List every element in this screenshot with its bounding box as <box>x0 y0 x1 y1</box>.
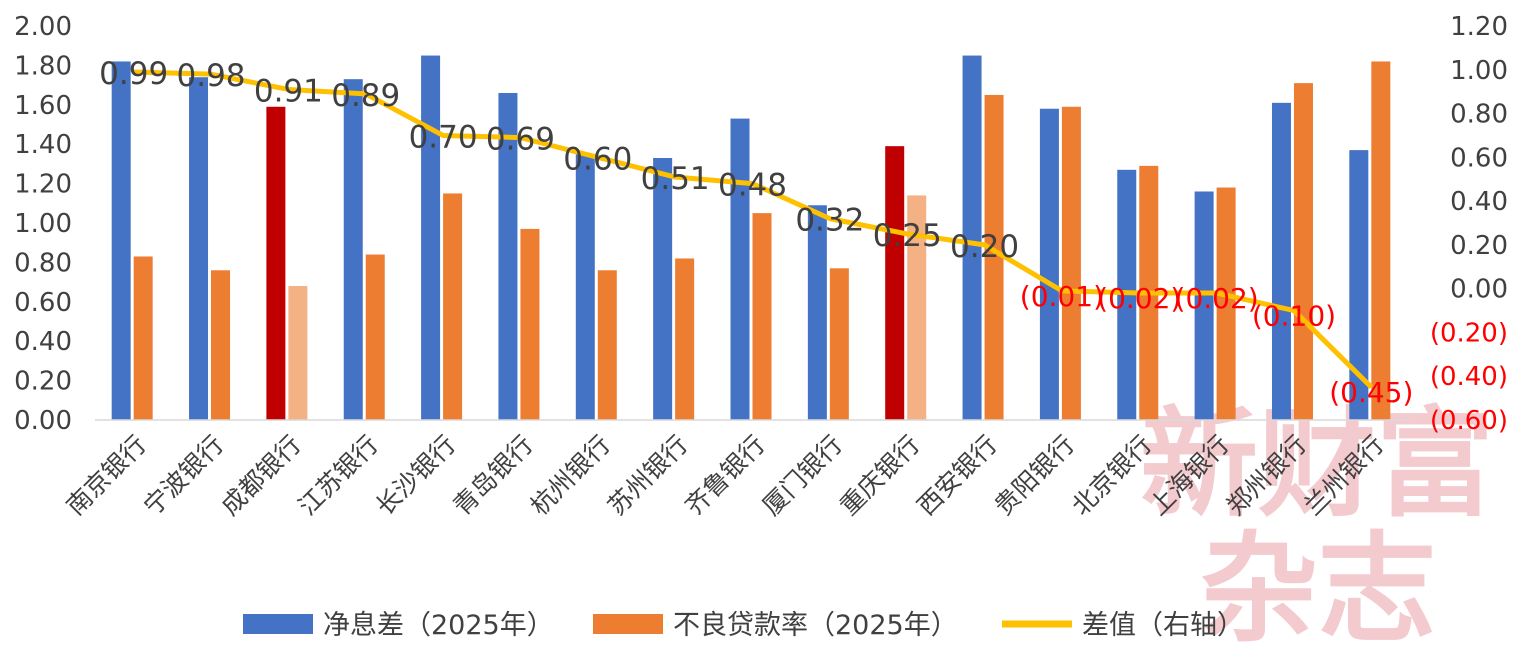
bar-net-interest-margin <box>498 92 518 420</box>
y-left-tick-label: 1.40 <box>14 130 72 160</box>
bar-npl-ratio <box>1293 83 1313 420</box>
bar-npl-ratio <box>133 256 153 420</box>
y-right-tick-label: 0.80 <box>1450 100 1508 130</box>
bar-net-interest-margin <box>575 154 595 421</box>
y-right-tick-label: (0.60) <box>1430 406 1508 436</box>
y-left-tick-label: 0.60 <box>14 288 72 318</box>
bar-npl-ratio <box>752 213 772 420</box>
legend-swatch-npl-ratio <box>593 614 663 634</box>
difference-data-label: 0.60 <box>563 141 632 177</box>
y-right-tick-label: (0.20) <box>1430 318 1508 348</box>
x-category-label: 杭州银行 <box>525 430 616 521</box>
bar-net-interest-margin <box>730 118 750 420</box>
y-right-tick-label: (0.40) <box>1430 362 1508 392</box>
x-category-label: 南京银行 <box>61 430 152 521</box>
difference-data-label: 0.32 <box>795 203 864 239</box>
difference-data-label: (0.10) <box>1252 300 1336 333</box>
x-category-label: 西安银行 <box>912 430 1003 521</box>
y-right-tick-label: 0.60 <box>1450 143 1508 173</box>
bar-net-interest-margin <box>1039 108 1059 421</box>
x-category-label: 江苏银行 <box>293 430 384 521</box>
difference-data-label: (0.45) <box>1329 376 1413 409</box>
x-category-label: 重庆银行 <box>834 430 925 521</box>
bar-net-interest-margin <box>1349 150 1369 421</box>
difference-data-label: 0.99 <box>99 56 168 92</box>
y-left-tick-label: 0.00 <box>14 406 72 436</box>
bar-net-interest-margin <box>111 61 131 421</box>
y-left-tick-label: 1.20 <box>14 170 72 200</box>
bar-npl-ratio <box>984 94 1004 420</box>
bar-net-interest-margin <box>189 77 209 420</box>
bar-npl-ratio <box>1061 106 1081 421</box>
legend: 净息差（2025年） 不良贷款率（2025年） 差值（右轴） <box>243 610 1244 641</box>
bar-net-interest-margin <box>421 55 441 421</box>
y-right-tick-label: 0.20 <box>1450 231 1508 261</box>
difference-data-label: 0.51 <box>641 161 710 197</box>
difference-data-label: 0.89 <box>331 78 400 114</box>
difference-data-label: 0.91 <box>254 73 323 109</box>
bar-net-interest-margin <box>343 79 363 420</box>
difference-data-label: 0.48 <box>718 168 787 204</box>
difference-data-label: 0.69 <box>486 122 555 158</box>
bar-npl-ratio <box>520 228 540 420</box>
watermark: 新财富 杂志 <box>1140 394 1494 658</box>
difference-data-label: 0.98 <box>177 58 246 94</box>
difference-data-label: 0.25 <box>873 218 942 254</box>
bar-net-interest-margin <box>885 146 905 421</box>
bar-net-interest-margin <box>962 55 982 421</box>
bar-npl-ratio <box>597 270 617 420</box>
legend-label-net-interest-margin: 净息差（2025年） <box>323 610 554 641</box>
x-category-label: 成都银行 <box>215 430 306 521</box>
bar-npl-ratio <box>675 258 695 420</box>
difference-data-label: 0.70 <box>409 119 478 155</box>
difference-data-label: 0.20 <box>950 229 1019 265</box>
x-category-label: 青岛银行 <box>447 430 538 521</box>
legend-label-difference: 差值（右轴） <box>1082 610 1244 641</box>
y-right-tick-label: 1.00 <box>1450 56 1508 86</box>
y-left-tick-label: 0.80 <box>14 248 72 278</box>
legend-label-npl-ratio: 不良贷款率（2025年） <box>673 610 958 641</box>
y-right-tick-label: 0.00 <box>1450 275 1508 305</box>
bar-npl-ratio <box>365 254 385 420</box>
difference-data-label: (0.01) <box>1020 280 1104 313</box>
bar-npl-ratio <box>907 195 927 420</box>
bar-npl-ratio <box>1216 187 1236 420</box>
y-left-tick-label: 0.40 <box>14 327 72 357</box>
plot-area: 0.00 0.20 0.40 0.60 0.80 1.00 1.20 1.40 1.60 1.80… <box>14 12 1508 521</box>
x-category-label: 齐鲁银行 <box>680 430 771 521</box>
bar-net-interest-margin <box>653 157 673 421</box>
bar-npl-ratio <box>211 270 231 420</box>
bar-npl-ratio <box>288 286 308 420</box>
y-left-tick-label: 1.60 <box>14 91 72 121</box>
x-category-label: 贵阳银行 <box>989 430 1080 521</box>
bar-net-interest-margin <box>807 205 827 420</box>
y-right-tick-label: 1.20 <box>1450 12 1508 42</box>
difference-data-label: (0.02) <box>1175 282 1259 315</box>
bar-npl-ratio <box>1371 61 1391 421</box>
x-category-label: 宁波银行 <box>138 430 229 521</box>
y-right-tick-label: 0.40 <box>1450 187 1508 217</box>
y-left-tick-label: 2.00 <box>14 12 72 42</box>
y-left-tick-label: 1.80 <box>14 51 72 81</box>
bar-net-interest-margin <box>1194 191 1214 420</box>
difference-line <box>133 69 1374 389</box>
bar-npl-ratio <box>443 193 463 420</box>
y-left-tick-label: 1.00 <box>14 209 72 239</box>
bar-npl-ratio <box>829 268 849 420</box>
x-category-label: 长沙银行 <box>370 430 461 521</box>
x-category-label: 苏州银行 <box>602 430 693 521</box>
y-left-tick-label: 0.20 <box>14 367 72 397</box>
bar-net-interest-margin <box>266 106 286 421</box>
bar-net-interest-margin <box>1271 102 1291 420</box>
x-category-label: 厦门银行 <box>757 430 848 521</box>
legend-swatch-net-interest-margin <box>243 614 313 634</box>
difference-data-label: (0.02) <box>1097 282 1181 315</box>
watermark-line-2: 杂志 <box>1200 519 1436 658</box>
